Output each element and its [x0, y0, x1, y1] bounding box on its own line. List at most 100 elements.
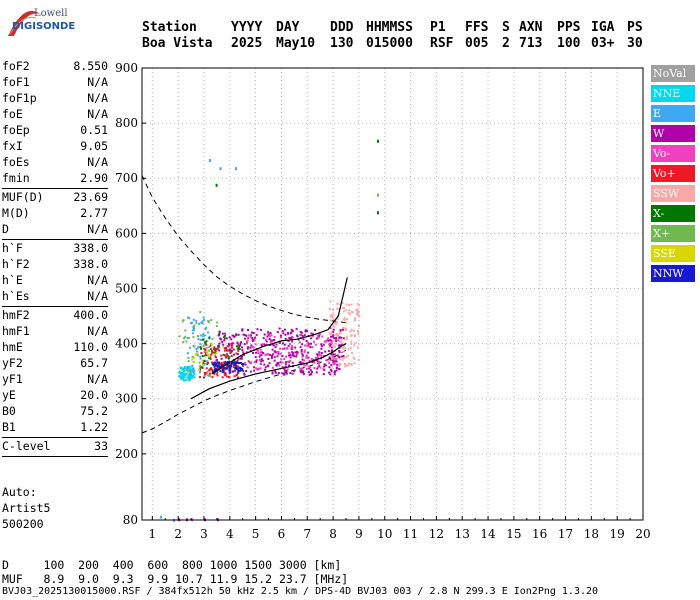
- echo-point-sse: [206, 352, 209, 355]
- echo-point-w: [329, 343, 332, 346]
- header-value-9: 713: [519, 36, 543, 51]
- echo-point-w: [338, 351, 341, 354]
- echo-point-ssw: [342, 346, 345, 349]
- echo-point-w: [320, 347, 323, 350]
- echo-point-ssw: [343, 318, 346, 321]
- echo-point-e: [193, 369, 196, 372]
- echo-point-ssw: [342, 310, 345, 313]
- echo-point-vo-: [246, 342, 248, 345]
- echo-point-w: [273, 356, 276, 359]
- echo-point-w: [316, 357, 319, 360]
- echo-point-w: [220, 338, 223, 341]
- echo-point-nne: [182, 374, 184, 377]
- echo-point-x-: [187, 360, 190, 363]
- parameter-list: foF2 8.550 foF1 N/A foF1p N/A foE N/A foEp 0.51 fx…: [2, 58, 108, 457]
- param-label: foF2: [2, 59, 30, 73]
- echo-point-w: [260, 343, 263, 346]
- echo-point-ssw: [343, 362, 346, 365]
- echo-point-nne: [188, 366, 191, 369]
- echo-point-w: [260, 354, 263, 357]
- echo-point-nnw: [224, 362, 227, 365]
- echo-point-w: [266, 335, 269, 338]
- echo-point-w: [236, 371, 239, 374]
- echo-point-vo-: [308, 359, 311, 362]
- param-row: h`F 338.0: [2, 240, 108, 256]
- echo-point-e: [199, 357, 202, 360]
- x-tick-label: 2: [174, 527, 182, 541]
- echo-point-x-: [222, 353, 225, 356]
- echo-point-vo-: [208, 369, 211, 372]
- echo-point-ssw: [345, 335, 348, 338]
- echo-point-nne: [187, 376, 189, 379]
- echo-point-nne: [186, 368, 189, 371]
- echo-point-nne: [192, 371, 195, 373]
- echo-point-vo-: [244, 362, 246, 365]
- echo-point-e: [206, 360, 209, 363]
- echo-point-vo-: [291, 346, 294, 349]
- legend-item-vo-: Vo-: [651, 145, 695, 162]
- echo-point-w: [277, 352, 280, 355]
- echo-point-nnw: [226, 361, 229, 364]
- echo-point-vo-: [254, 343, 257, 346]
- echo-point-w: [275, 363, 278, 366]
- echo-point-w: [305, 340, 308, 342]
- y-tick-label: 900: [115, 61, 138, 75]
- echo-point-w: [336, 367, 339, 370]
- echo-point-ssw: [330, 333, 333, 336]
- echo-point-w: [272, 339, 275, 341]
- echo-point-w: [294, 351, 297, 354]
- param-row: yF1 N/A: [2, 371, 108, 387]
- echo-point-ssw: [332, 313, 335, 316]
- echo-point-x-: [203, 359, 206, 362]
- echo-point-vo-: [215, 373, 218, 375]
- echo-point-w: [310, 373, 313, 375]
- echo-point-vo-: [318, 362, 320, 365]
- echo-point-w: [299, 330, 302, 333]
- echo-point-w: [292, 352, 294, 355]
- echo-point-x-: [202, 338, 205, 341]
- header-label-9: AXN: [519, 20, 543, 35]
- echo-point-w: [278, 327, 281, 330]
- echo-point-w: [322, 373, 325, 376]
- plot-frame: [141, 67, 644, 521]
- echo-point-e: [199, 343, 202, 346]
- echo-point-ssw: [329, 300, 332, 303]
- echo-point-vo-: [212, 361, 215, 364]
- echo-point-w: [330, 368, 332, 371]
- echo-point-w: [249, 334, 252, 337]
- echo-point-w: [307, 342, 310, 345]
- echo-point-ssw: [341, 342, 344, 345]
- legend-item-x-: X+: [651, 225, 695, 242]
- echo-point-w: [247, 337, 250, 340]
- profile-lines: [190, 277, 348, 400]
- echo-point-vo-: [257, 352, 260, 354]
- echo-point-e: [208, 335, 211, 338]
- echo-point-w: [284, 337, 287, 340]
- echo-point-vo-: [211, 351, 214, 354]
- echo-point-w: [301, 343, 304, 346]
- echo-point-w: [301, 335, 304, 338]
- param-label: h`E: [2, 273, 23, 287]
- echo-point-w: [328, 339, 331, 342]
- echo-point-vo-: [258, 367, 261, 370]
- echo-point-w: [340, 336, 343, 339]
- echo-point-w: [243, 373, 246, 376]
- echo-point-vo-: [319, 366, 322, 369]
- echo-point-vo-: [311, 346, 314, 349]
- echo-point-w: [309, 369, 312, 372]
- echo-point-e: [190, 374, 193, 377]
- echo-point-vo-: [290, 345, 293, 347]
- echo-point-w: [324, 350, 327, 353]
- echo-point-e: [186, 352, 189, 355]
- x-tick-label: 3: [200, 527, 208, 541]
- echo-point-w: [338, 350, 341, 352]
- echo-point-vo-: [259, 359, 261, 361]
- echo-point-nnw: [233, 363, 236, 366]
- echo-point-vo-: [300, 367, 303, 370]
- echo-point-w: [333, 337, 336, 340]
- echo-point-w: [250, 344, 253, 347]
- echo-point-x-: [211, 337, 214, 340]
- echo-point-ssw: [356, 310, 359, 313]
- echo-point-w: [284, 369, 286, 372]
- footer-info: BVJ03_2025130015000.RSF / 384fx512h 50 k…: [2, 586, 599, 597]
